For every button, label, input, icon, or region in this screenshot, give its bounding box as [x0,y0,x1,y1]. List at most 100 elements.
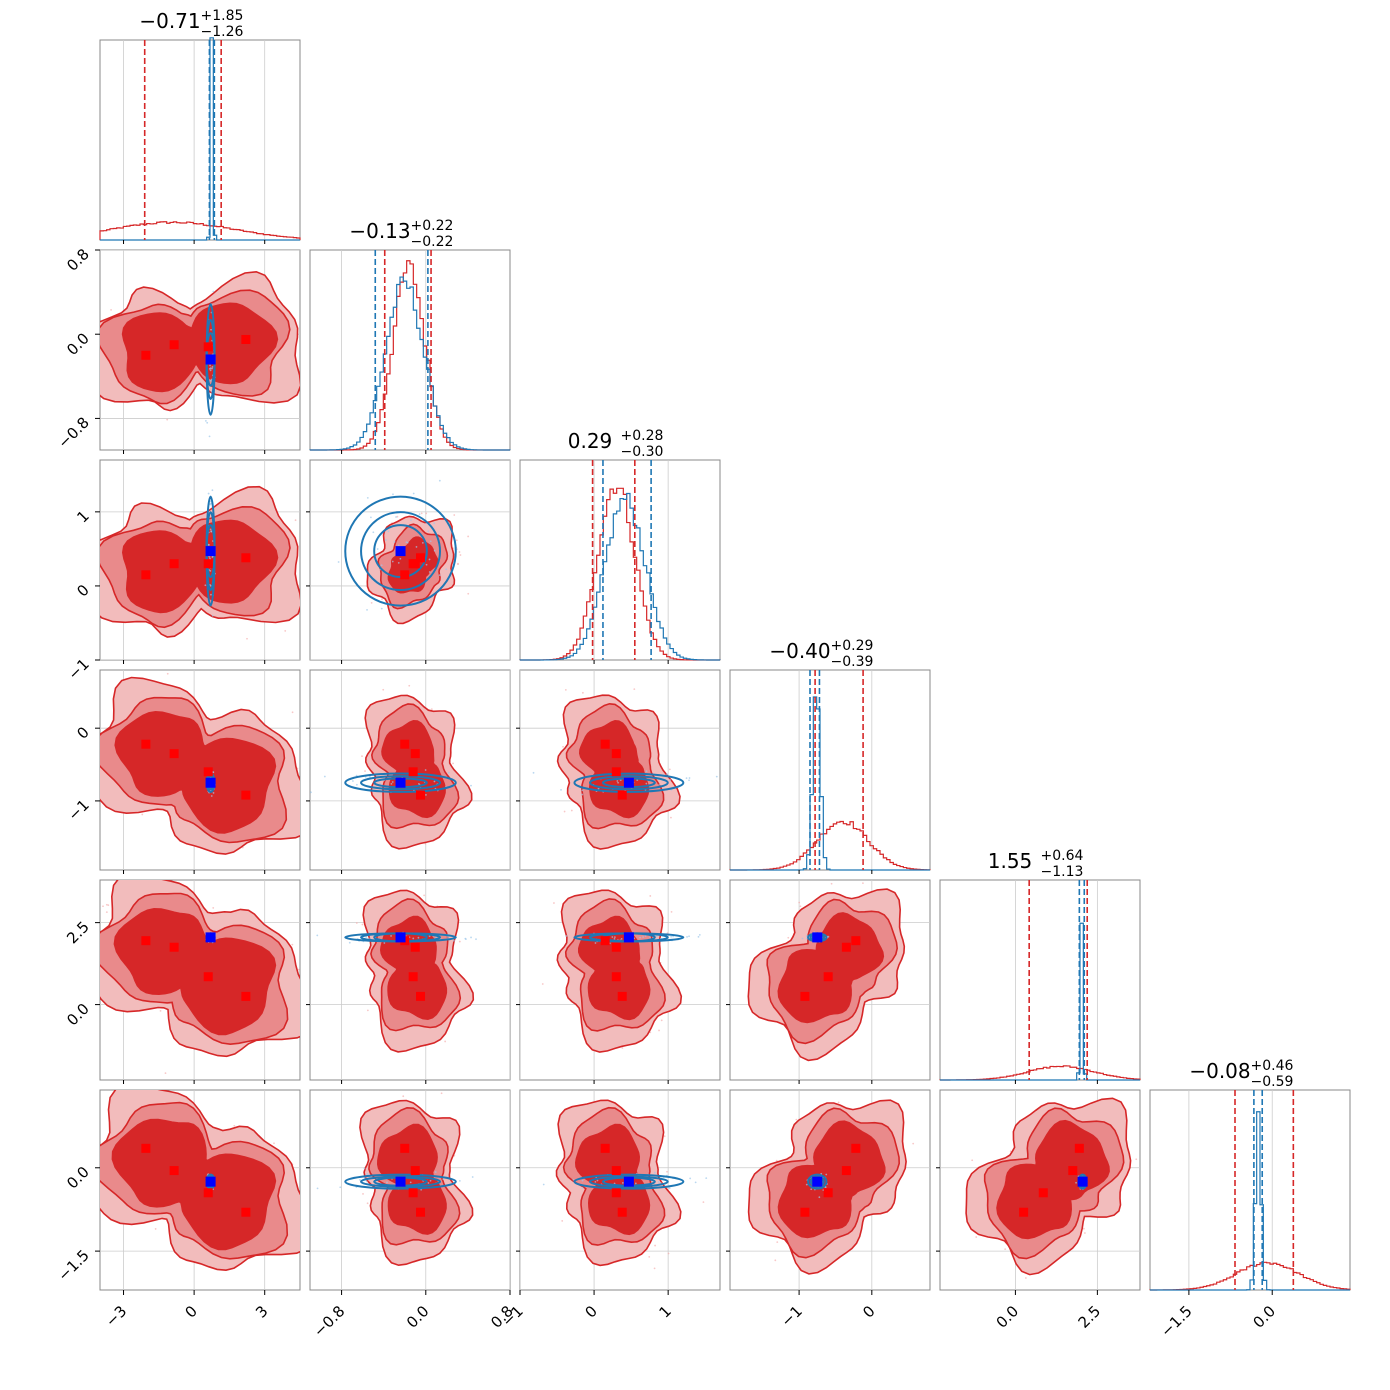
mode-marker-red [823,1188,833,1198]
sample-point-blue [611,936,614,938]
sample-point-blue [209,369,212,372]
sample-point-red [444,1040,447,1043]
sample-point-red [402,1095,405,1098]
sample-point-blue [212,771,215,774]
truth-marker-blue [623,932,634,943]
sample-point-blue [406,541,409,544]
x-tick-label: 2.5 [1075,1302,1105,1332]
sample-point-red [396,515,399,518]
truth-marker-blue [395,777,406,788]
sample-point-red [166,672,169,675]
sample-point-red [452,762,454,765]
sample-point-blue [613,937,616,940]
scatter-panel-2-1 [309,459,511,661]
sample-point-red [362,1193,364,1195]
sample-point-blue [694,1181,697,1184]
sample-point-red [1004,1248,1007,1251]
scatter-panel-5-2 [519,1089,721,1291]
mode-marker-red [617,790,627,800]
hist-panel-2: 0.29 +0.28−0.30 [519,428,721,661]
y-tick-label: −1 [64,655,92,683]
sample-point-blue [352,780,354,782]
sample-point-blue [387,530,390,533]
sample-point-blue [208,435,211,438]
sample-point-blue [581,793,584,796]
sample-point-red [302,1218,304,1220]
mode-marker-red [611,942,621,952]
density-contour-blue [344,772,457,793]
sample-point-blue [212,792,215,794]
sample-point-blue [447,771,450,774]
sample-point-blue [425,563,428,566]
mode-marker-red [169,559,179,569]
mode-marker-red [141,936,151,946]
sample-point-blue [621,1182,624,1184]
sample-point-red [776,1241,779,1244]
panel-content [520,880,720,1080]
x-tick-label: 0.0 [993,1302,1023,1332]
sample-point-blue [689,1177,692,1180]
sample-point-blue [715,775,718,778]
x-tick-label: 0.0 [403,1302,433,1332]
density-contour-blue [573,1173,685,1190]
sample-point-blue [596,1179,599,1182]
mode-marker-red [800,991,810,1001]
hist-panel-0: −0.71 +1.85−1.26 [99,8,301,241]
sample-point-blue [670,935,673,938]
sample-point-red [912,1142,915,1145]
sample-point-blue [475,938,477,941]
mode-marker-red [841,1166,851,1176]
mode-marker-red [400,1143,410,1153]
truth-marker-blue [395,932,406,943]
sample-point-red [141,813,144,816]
density-contour-blue [807,932,828,943]
mode-marker-red [1038,1188,1048,1198]
sample-point-red [105,903,108,906]
scatter-panel-5-4 [939,1089,1141,1291]
sample-point-blue [697,935,700,938]
sample-point-blue [1075,1181,1077,1184]
density-contour-blue [360,775,442,791]
sample-point-red [666,1170,668,1173]
sample-point-red [102,905,104,908]
y-tick-label: 0.8 [63,245,93,275]
mode-marker-red [1019,1207,1029,1217]
sample-point-blue [659,1181,662,1184]
x-tick-label: 0 [581,1302,600,1321]
sample-point-blue [397,544,400,547]
sample-point-blue [810,1188,813,1191]
sample-point-red [564,688,567,691]
sample-point-red [653,1267,656,1270]
mode-marker-red [600,739,610,749]
scatter-panel-5-1 [304,1089,511,1291]
sample-point-blue [390,935,392,937]
mode-marker-red [169,340,179,350]
sample-point-blue [464,937,467,940]
mode-marker-red [141,1143,151,1153]
sample-point-blue [316,934,319,937]
density-contour-blue [373,524,428,579]
sample-point-blue [210,530,213,533]
truth-marker-blue [205,546,216,557]
sample-point-red [361,923,364,926]
panel-content [100,880,300,1080]
sample-point-blue [393,541,396,543]
sample-point-blue [568,787,571,790]
sample-point-blue [304,1175,306,1177]
sample-point-blue [429,1179,432,1182]
truth-marker-blue [205,932,216,943]
y-tick-label: 0.0 [63,329,93,359]
sample-point-red [467,592,470,595]
sample-point-blue [207,492,210,495]
sample-point-blue [421,541,424,544]
y-tick-label: −1 [64,796,92,824]
sample-point-red [666,932,669,934]
parameter-title: 0.29 [568,429,613,453]
sample-point-blue [386,1181,388,1184]
density-contour-blue [589,775,669,791]
title-upper-error: +0.28 [621,428,664,444]
scatter-panel-1-0 [99,249,301,451]
sample-point-blue [339,1186,342,1189]
histogram-blue [309,276,510,451]
